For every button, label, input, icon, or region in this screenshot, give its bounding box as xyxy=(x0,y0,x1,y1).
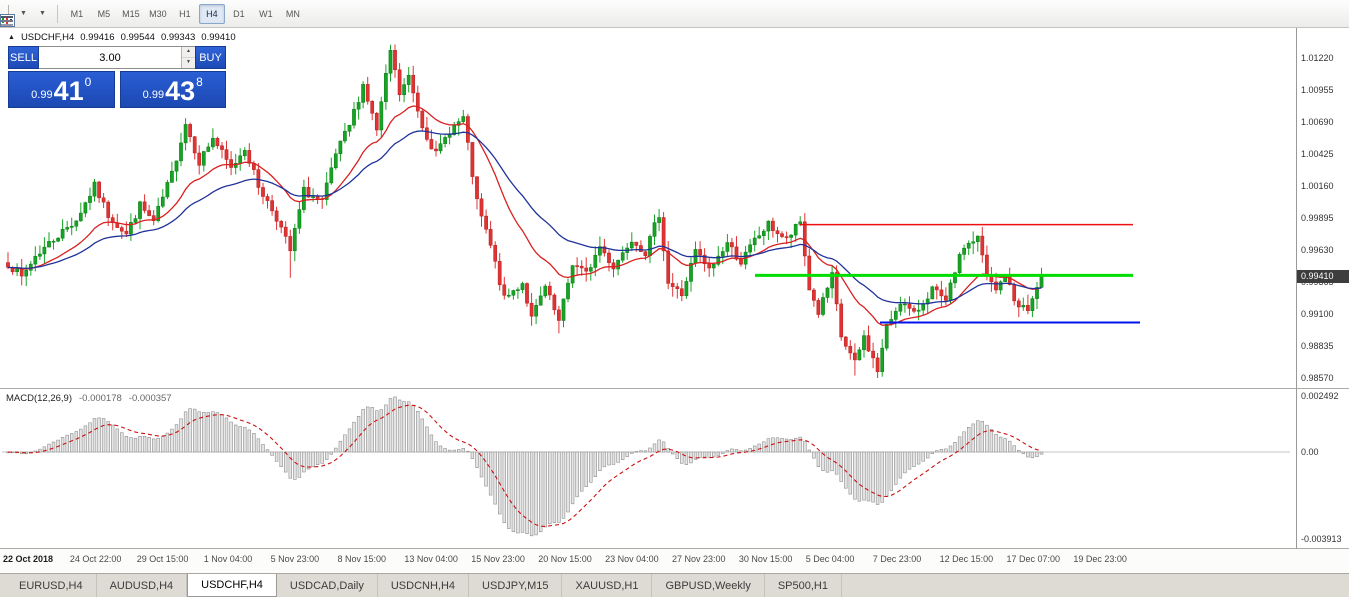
chart-tab-usdcnh[interactable]: USDCNH,H4 xyxy=(378,574,470,597)
sell-price-button[interactable]: 0.99 41 0 xyxy=(8,71,115,108)
ohlc-low: 0.99343 xyxy=(160,32,196,43)
chart-tab-xauusd[interactable]: XAUUSD,H1 xyxy=(562,574,653,597)
sell-button[interactable]: SELL xyxy=(8,46,39,69)
price-axis-border xyxy=(1296,28,1297,549)
date-label: 19 Dec 23:00 xyxy=(1073,554,1127,564)
bid-big-digits: 41 xyxy=(53,76,84,106)
symbol-label: USDCHF,H4 xyxy=(20,32,75,43)
chart-macd-separator[interactable] xyxy=(0,388,1349,389)
new-chart-button[interactable]: ▼ xyxy=(0,3,32,27)
buy-price-button[interactable]: 0.99 43 8 xyxy=(119,71,226,108)
date-label: 7 Dec 23:00 xyxy=(872,554,922,564)
dropdown-caret-icon: ▼ xyxy=(38,10,46,17)
date-label: 30 Nov 15:00 xyxy=(738,554,793,564)
chart-tab-usdchf[interactable]: USDCHF,H4 xyxy=(187,574,277,597)
time-axis[interactable]: 22 Oct 2018 24 Oct 22:00 29 Oct 15:00 1 Nov… xyxy=(0,549,1349,573)
buy-button[interactable]: BUY xyxy=(195,46,226,69)
date-label: 5 Dec 04:00 xyxy=(805,554,855,564)
date-label: 20 Nov 15:00 xyxy=(538,554,592,564)
one-click-trading-panel: SELL ▲ ▼ BUY 0.99 41 0 0.99 43 8 xyxy=(8,46,226,108)
price-chart[interactable] xyxy=(0,28,1297,388)
ask-pip-digit: 8 xyxy=(196,75,203,89)
date-label: 23 Nov 04:00 xyxy=(605,554,659,564)
price-axis-label: 0.98570 xyxy=(1301,372,1334,383)
ohlc-close: 0.99410 xyxy=(201,32,236,43)
timeframe-button-m1[interactable]: M1 xyxy=(70,8,84,19)
macd-name: MACD(12,26,9) xyxy=(6,393,72,404)
ohlc-open: 0.99416 xyxy=(80,32,115,43)
symbol-ohlc-header: ▲ USDCHF,H4 0.99416 0.99544 0.99343 0.99… xyxy=(8,32,236,43)
price-axis-label: 0.99100 xyxy=(1301,308,1334,319)
chart-tab-usdcad[interactable]: USDCAD,Daily xyxy=(277,574,378,597)
dropdown-caret-icon: ▼ xyxy=(20,10,27,17)
timeframe-button-h1[interactable]: H1 xyxy=(179,8,191,19)
price-axis-label: 1.00955 xyxy=(1301,84,1334,95)
timeframe-toolbar: ▼ ▼ M1 M5 M15 M30 H1 H4 D1 W1 MN xyxy=(0,0,1349,28)
volume-down-button[interactable]: ▼ xyxy=(182,58,195,68)
date-label: 29 Oct 15:00 xyxy=(136,554,189,564)
macd-indicator-label: MACD(12,26,9) -0.000178 -0.000357 xyxy=(6,393,172,404)
price-axis-label: 0.99630 xyxy=(1301,244,1334,255)
macd-main-value: -0.000178 xyxy=(79,393,122,404)
price-axis-label: 0.99895 xyxy=(1301,212,1334,223)
macd-panel[interactable] xyxy=(0,390,1297,548)
timeframe-button-d1[interactable]: D1 xyxy=(233,8,245,19)
bid-prefix: 0.99 xyxy=(31,89,53,101)
timeframe-button-mn[interactable]: MN xyxy=(285,8,300,19)
volume-up-button[interactable]: ▲ xyxy=(182,47,195,58)
chart-tab-usdjpy[interactable]: USDJPY,M15 xyxy=(469,574,563,597)
macd-dates-separator xyxy=(0,548,1349,549)
chart-tab-audusd[interactable]: AUDUSD,H4 xyxy=(97,574,188,597)
macd-axis-label: -0.003913 xyxy=(1301,534,1342,545)
symbol-marker-icon: ▲ xyxy=(8,34,15,41)
date-label: 22 Oct 2018 xyxy=(3,554,54,564)
macd-axis[interactable]: 0.002492 0.00 -0.003913 xyxy=(1301,0,1349,549)
chart-type-button[interactable]: ▼ xyxy=(1,3,51,26)
date-label: 17 Dec 07:00 xyxy=(1006,554,1061,564)
volume-input[interactable] xyxy=(39,47,181,68)
macd-axis-label: 0.002492 xyxy=(1301,390,1339,401)
price-axis-label: 1.00690 xyxy=(1301,116,1334,127)
chart-tab-eurusd[interactable]: EURUSD,H4 xyxy=(6,574,97,597)
timeframe-button-m5[interactable]: M5 xyxy=(97,8,111,19)
price-axis-label: 1.00425 xyxy=(1301,148,1334,159)
timeframe-button-m15[interactable]: M15 xyxy=(122,8,140,19)
date-label: 12 Dec 15:00 xyxy=(939,554,994,564)
price-axis-label: 1.01220 xyxy=(1301,52,1334,63)
volume-stepper: ▲ ▼ xyxy=(181,47,195,68)
timeframe-button-h4[interactable]: H4 xyxy=(198,3,225,24)
timeframe-buttons-group: M1 M5 M15 M30 H1 H4 D1 W1 MN xyxy=(64,3,306,24)
current-price-badge: 0.99410 xyxy=(1297,270,1349,284)
volume-box: ▲ ▼ xyxy=(39,46,195,69)
date-label: 1 Nov 04:00 xyxy=(203,554,253,564)
ask-prefix: 0.99 xyxy=(142,89,165,101)
timeframe-button-w1[interactable]: W1 xyxy=(259,8,273,19)
date-label: 5 Nov 23:00 xyxy=(270,554,320,564)
macd-axis-label: 0.00 xyxy=(1301,446,1319,457)
ask-big-digits: 43 xyxy=(165,76,196,106)
date-label: 13 Nov 04:00 xyxy=(404,554,458,564)
date-label: 15 Nov 23:00 xyxy=(471,554,525,564)
timeframe-button-m30[interactable]: M30 xyxy=(149,8,167,19)
date-label: 24 Oct 22:00 xyxy=(69,554,122,564)
price-axis-label: 1.00160 xyxy=(1301,180,1334,191)
price-axis-label: 0.98835 xyxy=(1301,340,1334,351)
chart-tab-sp500[interactable]: SP500,H1 xyxy=(765,574,842,597)
macd-signal-value: -0.000357 xyxy=(128,393,172,404)
ohlc-high: 0.99544 xyxy=(120,32,155,43)
date-label: 27 Nov 23:00 xyxy=(672,554,726,564)
chart-tab-bar: EURUSD,H4 AUDUSD,H4 USDCHF,H4 USDCAD,Daily U… xyxy=(0,573,1349,597)
toolbar-separator xyxy=(56,4,58,23)
bid-pip-digit: 0 xyxy=(84,75,92,89)
chart-tab-gbpusd[interactable]: GBPUSD,Weekly xyxy=(652,574,765,597)
date-label: 8 Nov 15:00 xyxy=(337,554,387,564)
